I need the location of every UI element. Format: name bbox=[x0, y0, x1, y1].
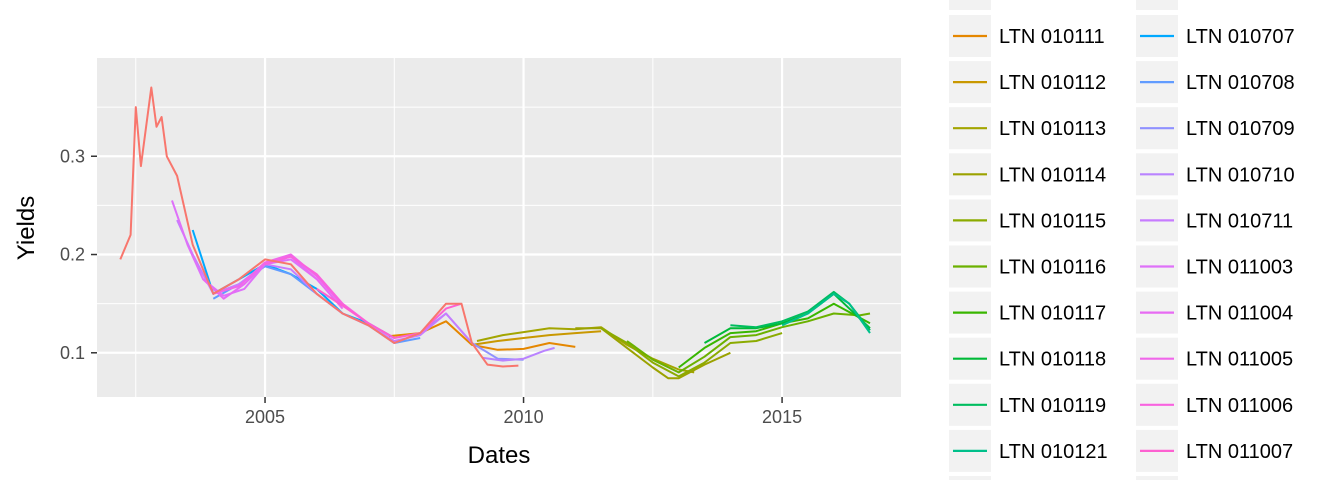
legend-top-key-edge bbox=[1136, 0, 1178, 10]
legend-label: LTN 010119 bbox=[999, 395, 1106, 417]
x-tick-label: 2005 bbox=[245, 407, 285, 427]
legend: LTN 010111 LTN 010112 LTN 010113 LTN 010114… bbox=[949, 0, 1295, 480]
legend-label: LTN 011005 bbox=[1186, 349, 1293, 371]
legend-label: LTN 010117 bbox=[999, 303, 1106, 325]
legend-label: LTN 010112 bbox=[999, 72, 1106, 94]
series-line bbox=[471, 330, 602, 346]
legend-label: LTN 010111 bbox=[999, 26, 1105, 48]
y-tick-label: 0.1 bbox=[60, 343, 85, 363]
legend-label: LTN 011006 bbox=[1186, 395, 1293, 417]
x-tick-label: 2010 bbox=[504, 407, 544, 427]
series-line bbox=[600, 327, 783, 378]
legend-label: LTN 010114 bbox=[999, 164, 1106, 186]
series-line bbox=[626, 312, 871, 374]
legend-label: LTN 010710 bbox=[1186, 164, 1295, 186]
legend-label: LTN 010116 bbox=[999, 257, 1106, 279]
series-line bbox=[678, 302, 871, 369]
legend-label: LTN 010709 bbox=[1186, 118, 1295, 140]
legend-label: LTN 010115 bbox=[999, 210, 1106, 232]
legend-top-key-edge bbox=[949, 0, 991, 10]
y-tick-label: 0.3 bbox=[60, 146, 85, 166]
legend-label: LTN 010113 bbox=[999, 118, 1106, 140]
legend-label: LTN 011004 bbox=[1186, 303, 1293, 325]
series-lines bbox=[119, 86, 871, 380]
legend-label: LTN 010121 bbox=[999, 441, 1108, 463]
x-axis-title: Dates bbox=[468, 442, 531, 469]
series-line bbox=[482, 346, 555, 362]
legend-label: LTN 010707 bbox=[1186, 26, 1295, 48]
legend-bottom-key-edge bbox=[949, 476, 991, 480]
legend-label: LTN 011007 bbox=[1186, 441, 1293, 463]
axes: 2005 2010 2015 0.1 0.2 0.3 bbox=[60, 146, 802, 427]
legend-label: LTN 010118 bbox=[999, 349, 1106, 371]
series-line bbox=[781, 292, 871, 334]
series-line bbox=[316, 288, 462, 339]
plot-panel-background bbox=[97, 58, 901, 397]
legend-bottom-key-edge bbox=[1136, 476, 1178, 480]
x-tick-label: 2015 bbox=[762, 407, 802, 427]
legend-label: LTN 010711 bbox=[1186, 210, 1293, 232]
series-line bbox=[119, 86, 519, 368]
grid-lines bbox=[97, 58, 901, 397]
y-tick-label: 0.2 bbox=[60, 245, 85, 265]
y-axis-title: Yields bbox=[13, 196, 40, 260]
legend-label: LTN 010708 bbox=[1186, 72, 1295, 94]
legend-label: LTN 011003 bbox=[1186, 257, 1293, 279]
